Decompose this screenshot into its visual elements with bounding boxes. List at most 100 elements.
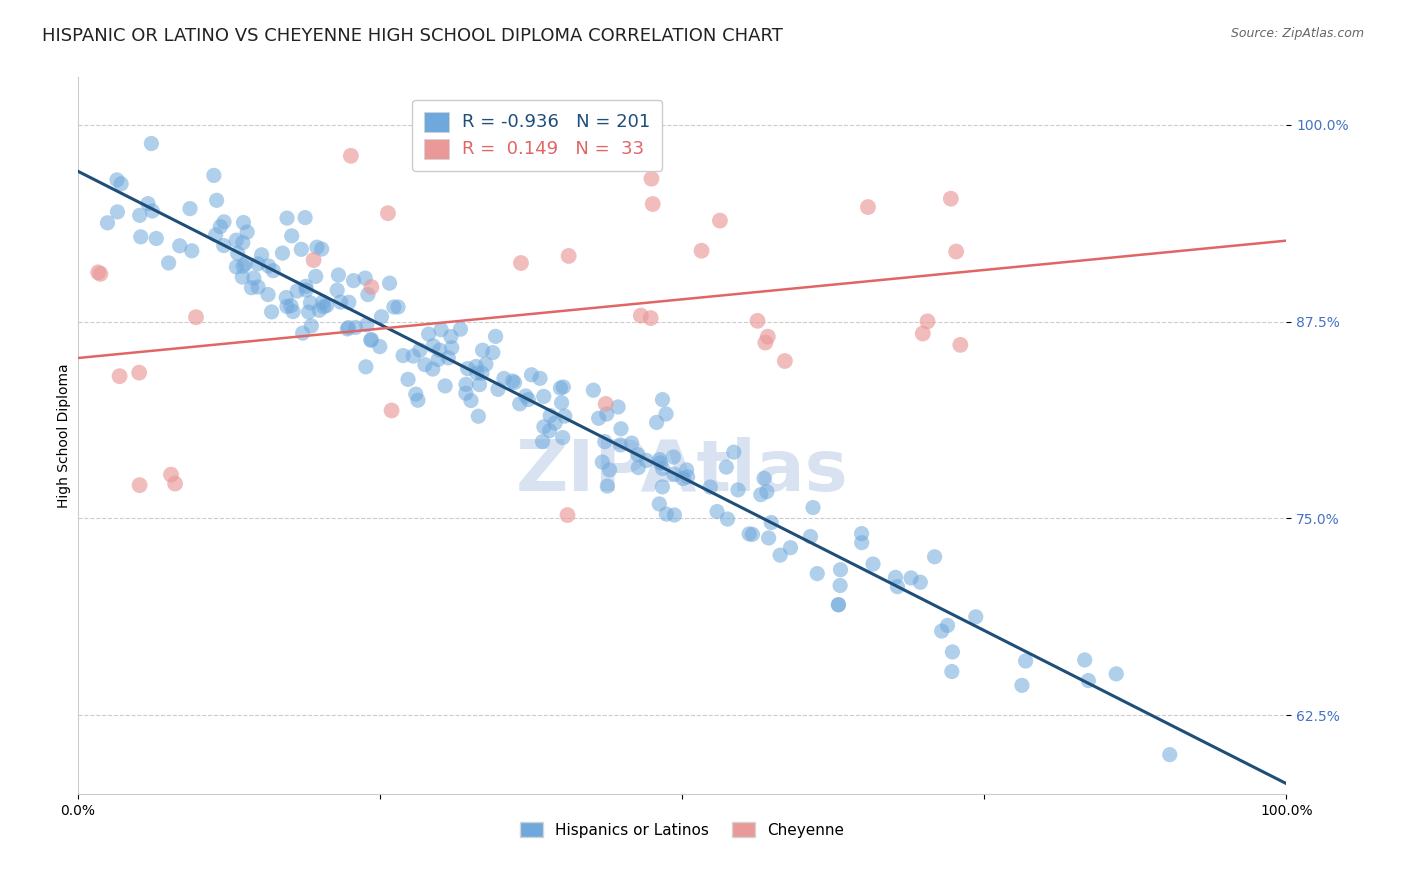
Hispanics or Latinos [212, 238, 235, 252]
Hispanics or Latinos [356, 318, 378, 332]
Hispanics or Latinos [502, 374, 524, 388]
Hispanics or Latinos [454, 377, 477, 392]
Cheyenne [87, 265, 110, 279]
Hispanics or Latinos [1077, 673, 1099, 688]
Hispanics or Latinos [336, 322, 359, 336]
Hispanics or Latinos [157, 256, 180, 270]
Hispanics or Latinos [328, 268, 350, 282]
Hispanics or Latinos [593, 434, 616, 449]
Hispanics or Latinos [827, 598, 849, 612]
Hispanics or Latinos [285, 284, 308, 298]
Hispanics or Latinos [368, 340, 391, 354]
Hispanics or Latinos [276, 299, 298, 313]
Hispanics or Latinos [205, 194, 228, 208]
Hispanics or Latinos [862, 557, 884, 571]
Hispanics or Latinos [297, 305, 319, 319]
Hispanics or Latinos [941, 665, 963, 679]
Hispanics or Latinos [620, 436, 643, 450]
Hispanics or Latinos [382, 300, 405, 314]
Hispanics or Latinos [936, 618, 959, 632]
Hispanics or Latinos [312, 300, 335, 314]
Cheyenne [377, 206, 399, 220]
Hispanics or Latinos [529, 371, 551, 385]
Cheyenne [709, 213, 731, 227]
Hispanics or Latinos [550, 381, 572, 395]
Cheyenne [89, 267, 111, 281]
Hispanics or Latinos [360, 333, 382, 347]
Hispanics or Latinos [326, 283, 349, 297]
Hispanics or Latinos [503, 376, 526, 390]
Hispanics or Latinos [467, 409, 489, 424]
Hispanics or Latinos [515, 389, 537, 403]
Hispanics or Latinos [884, 570, 907, 584]
Hispanics or Latinos [360, 333, 382, 347]
Hispanics or Latinos [110, 177, 132, 191]
Hispanics or Latinos [308, 303, 330, 318]
Hispanics or Latinos [675, 463, 697, 477]
Hispanics or Latinos [422, 339, 444, 353]
Hispanics or Latinos [370, 310, 392, 324]
Hispanics or Latinos [910, 575, 932, 590]
Hispanics or Latinos [392, 349, 415, 363]
Hispanics or Latinos [294, 211, 316, 225]
Hispanics or Latinos [226, 246, 249, 260]
Hispanics or Latinos [430, 323, 453, 337]
Hispanics or Latinos [250, 248, 273, 262]
Hispanics or Latinos [485, 329, 508, 343]
Hispanics or Latinos [232, 215, 254, 229]
Hispanics or Latinos [337, 295, 360, 310]
Hispanics or Latinos [262, 263, 284, 277]
Hispanics or Latinos [655, 407, 678, 421]
Hispanics or Latinos [509, 397, 531, 411]
Hispanics or Latinos [209, 219, 232, 234]
Hispanics or Latinos [648, 452, 671, 467]
Hispanics or Latinos [645, 416, 668, 430]
Hispanics or Latinos [299, 318, 322, 333]
Hispanics or Latinos [492, 371, 515, 385]
Hispanics or Latinos [741, 527, 763, 541]
Hispanics or Latinos [105, 173, 128, 187]
Hispanics or Latinos [342, 274, 364, 288]
Hispanics or Latinos [755, 484, 778, 499]
Hispanics or Latinos [533, 389, 555, 403]
Hispanics or Latinos [271, 246, 294, 260]
Hispanics or Latinos [609, 438, 631, 452]
Hispanics or Latinos [538, 424, 561, 438]
Text: ZIPAtlas: ZIPAtlas [516, 437, 849, 506]
Hispanics or Latinos [533, 419, 555, 434]
Hispanics or Latinos [96, 216, 118, 230]
Cheyenne [381, 403, 404, 417]
Hispanics or Latinos [128, 208, 150, 222]
Hispanics or Latinos [136, 196, 159, 211]
Hispanics or Latinos [402, 349, 425, 363]
Hispanics or Latinos [924, 549, 946, 564]
Cheyenne [360, 280, 382, 294]
Hispanics or Latinos [413, 358, 436, 372]
Hispanics or Latinos [232, 235, 254, 250]
Hispanics or Latinos [749, 488, 772, 502]
Hispanics or Latinos [129, 230, 152, 244]
Hispanics or Latinos [141, 204, 163, 219]
Hispanics or Latinos [482, 345, 505, 359]
Hispanics or Latinos [460, 393, 482, 408]
Hispanics or Latinos [246, 257, 269, 271]
Hispanics or Latinos [468, 377, 491, 392]
Cheyenne [640, 171, 662, 186]
Hispanics or Latinos [145, 231, 167, 245]
Hispanics or Latinos [676, 470, 699, 484]
Hispanics or Latinos [305, 240, 328, 254]
Hispanics or Latinos [471, 366, 494, 380]
Cheyenne [747, 314, 769, 328]
Hispanics or Latinos [225, 233, 247, 247]
Hispanics or Latinos [799, 529, 821, 543]
Hispanics or Latinos [312, 295, 335, 310]
Cheyenne [340, 149, 363, 163]
Hispanics or Latinos [650, 456, 672, 470]
Hispanics or Latinos [941, 645, 963, 659]
Text: HISPANIC OR LATINO VS CHEYENNE HIGH SCHOOL DIPLOMA CORRELATION CHART: HISPANIC OR LATINO VS CHEYENNE HIGH SCHO… [42, 27, 783, 45]
Hispanics or Latinos [449, 322, 471, 336]
Hispanics or Latinos [716, 512, 738, 526]
Hispanics or Latinos [779, 541, 801, 555]
Hispanics or Latinos [706, 504, 728, 518]
Cheyenne [510, 256, 533, 270]
